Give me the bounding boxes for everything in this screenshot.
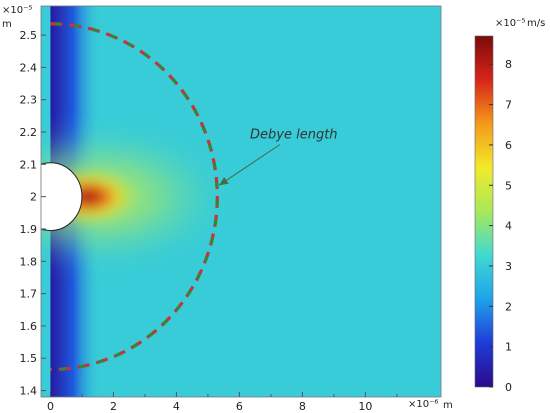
colorbar-unit: m/s	[527, 18, 545, 29]
sphere-obstacle	[41, 162, 83, 232]
y-tick-label: 2	[30, 191, 37, 204]
y-tick-label: 1.8	[20, 255, 38, 268]
y-tick-label: 1.4	[20, 385, 38, 398]
x-axis-unit: m	[443, 400, 453, 411]
y-tick-label: 2.4	[20, 61, 38, 74]
annotation-arrow	[218, 144, 281, 186]
plot-frame	[40, 5, 442, 398]
colorbar-tick-label: 3	[505, 260, 512, 273]
x-tick-label: 10	[358, 400, 372, 413]
colorbar-tick-label: 0	[505, 381, 512, 394]
colorbar-tick-label: 7	[505, 99, 512, 112]
annotation-arrowhead	[218, 177, 229, 186]
y-tick-label: 2.5	[20, 29, 38, 42]
colorbar-tick-label: 4	[505, 220, 512, 233]
y-tick-label: 2.3	[20, 94, 38, 107]
debye-circle-red	[50, 22, 219, 372]
x-tick-label: 0	[47, 400, 54, 413]
x-tick-label: 6	[236, 400, 243, 413]
heatmap-glow	[41, 125, 234, 268]
x-axis: 0 2 4 6 8 10	[47, 392, 398, 413]
heatmap-field	[41, 6, 441, 397]
x-tick-label: 4	[173, 400, 180, 413]
colorbar-tick-label: 1	[505, 341, 512, 354]
y-axis-exponent: ×10⁻⁵	[2, 5, 32, 16]
colorbar-ticks: 0 1 2 3 4 5 6 7 8	[489, 58, 512, 394]
y-tick-label: 1.9	[20, 223, 38, 236]
x-tick-label: 8	[299, 400, 306, 413]
y-tick-label: 2.1	[20, 158, 38, 171]
colorbar-tick-label: 5	[505, 179, 512, 192]
x-tick-label: 2	[110, 400, 117, 413]
y-axis-unit: m	[2, 19, 12, 30]
colorbar-tick-label: 8	[505, 58, 512, 71]
y-tick-label: 1.6	[20, 320, 38, 333]
colorbar-tick-label: 6	[505, 139, 512, 152]
colorbar-exponent: ×10⁻⁵	[495, 18, 525, 29]
x-axis-exponent: ×10⁻⁶	[408, 399, 438, 410]
y-tick-label: 1.7	[20, 288, 38, 301]
y-axis: 1.4 1.5 1.6 1.7 1.8 1.9 2 2.1 2.2 2.3 2.4 2.5	[20, 29, 46, 398]
colorbar	[474, 35, 494, 388]
y-tick-label: 1.5	[20, 352, 38, 365]
y-tick-label: 2.2	[20, 126, 38, 139]
colorbar-tick-label: 2	[505, 300, 512, 313]
annotation-debye-length: Debye length	[250, 127, 338, 142]
